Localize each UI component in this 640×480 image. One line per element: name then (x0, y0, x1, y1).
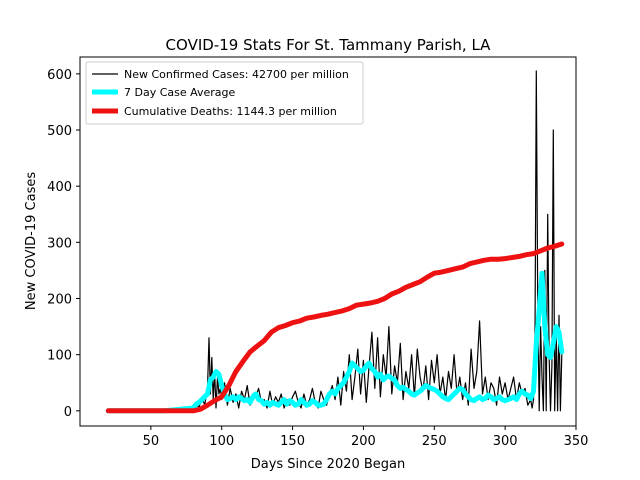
x-tick-label: 300 (493, 434, 518, 449)
series-line-7day-average (105, 270, 565, 414)
x-tick-label: 150 (280, 434, 305, 449)
chart-title: COVID-19 Stats For St. Tammany Parish, L… (166, 36, 492, 54)
y-tick-label: 200 (47, 293, 72, 308)
x-tick-label: 350 (564, 434, 589, 449)
plot-frame (79, 56, 577, 427)
y-tick-label: 600 (47, 68, 72, 83)
x-tick-label: 200 (351, 434, 376, 449)
series-layer (105, 70, 565, 414)
series-line-cumulative-deaths (105, 241, 565, 414)
y-tick-label: 400 (47, 180, 72, 195)
y-tick-label: 500 (47, 124, 72, 139)
legend-label-new-cases: New Confirmed Cases: 42700 per million (124, 68, 349, 81)
y-tick-label: 0 (64, 405, 72, 420)
legend-label-cumulative-deaths: Cumulative Deaths: 1144.3 per million (124, 105, 337, 118)
legend: New Confirmed Cases: 42700 per million 7… (85, 61, 364, 125)
y-tick-label: 300 (47, 236, 72, 251)
y-axis: 0 100 200 300 400 500 600 (47, 68, 80, 420)
x-axis: 50 100 150 200 250 300 350 (143, 426, 589, 449)
x-tick-label: 100 (209, 434, 234, 449)
x-tick-label: 250 (422, 434, 447, 449)
legend-box (85, 61, 364, 125)
x-tick-label: 50 (143, 434, 160, 449)
legend-label-7day-average: 7 Day Case Average (124, 86, 236, 99)
y-axis-label: New COVID-19 Cases (24, 172, 39, 310)
x-axis-label: Days Since 2020 Began (251, 457, 406, 472)
y-tick-label: 100 (47, 349, 72, 364)
